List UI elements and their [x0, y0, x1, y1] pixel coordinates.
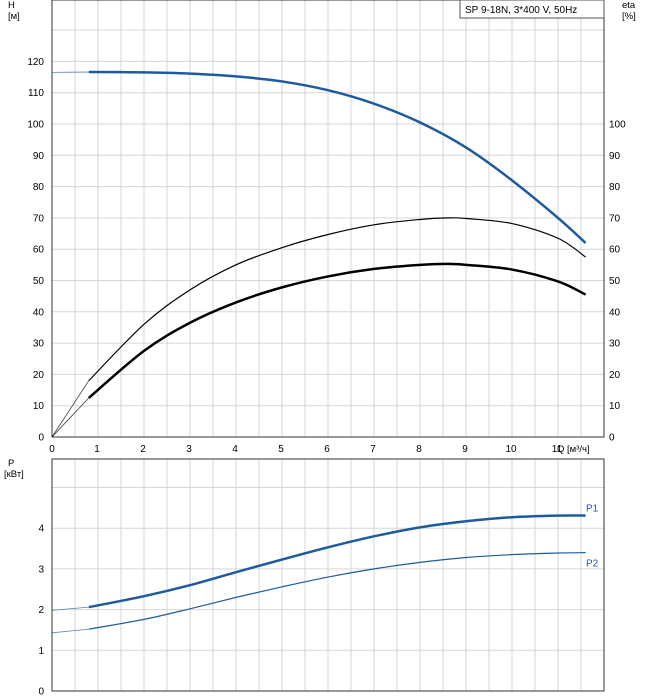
y-tick-label-head: 20: [33, 370, 45, 381]
y-tick-label-eta: 40: [609, 307, 621, 318]
y-tick-label-eta: 10: [609, 401, 621, 412]
y-tick-label-head: 70: [33, 213, 45, 224]
x-tick-label: 10: [505, 444, 517, 455]
y-axis-label-eta: eta: [622, 0, 636, 11]
power-grid: [52, 459, 604, 691]
series-label-p1: P1: [586, 504, 599, 515]
head-curve: [88, 70, 587, 244]
y-axis-unit-power: [кВт]: [4, 469, 24, 480]
y-tick-label-head: 100: [27, 120, 44, 131]
y-tick-label-power: 4: [38, 524, 44, 535]
x-tick-label: 2: [140, 444, 146, 455]
x-axis-label: Q [м³/ч]: [557, 444, 590, 455]
y-tick-label-head: 120: [27, 57, 44, 68]
power-curve-p2-extension: [51, 628, 89, 634]
axis-labels: 0102030405060708090100110120010203040506…: [4, 0, 636, 698]
y-tick-label-head: 50: [33, 276, 45, 287]
y-tick-label-head: 30: [33, 339, 45, 350]
efficiency-curve-total: [87, 262, 587, 399]
head-efficiency-grid: [52, 0, 604, 437]
chart-title-box: [459, 0, 605, 19]
y-tick-label-power: 2: [38, 605, 44, 616]
efficiency-curve-pump-extension: [51, 380, 90, 438]
y-tick-label-eta: 100: [609, 120, 626, 131]
x-tick-label: 0: [49, 444, 55, 455]
y-axis-label-power: P: [8, 458, 14, 469]
power-curves: [51, 514, 586, 634]
y-tick-label-eta: 30: [609, 339, 621, 350]
y-tick-label-power: 1: [38, 646, 44, 657]
power-plot-frame: [51, 458, 605, 692]
x-tick-label: 4: [232, 444, 238, 455]
x-tick-label: 8: [416, 444, 422, 455]
x-tick-label: 11: [552, 444, 563, 455]
y-tick-label-eta: 90: [609, 151, 621, 162]
y-tick-label-power: 0: [38, 687, 44, 698]
power-curve-p1-extension: [51, 606, 89, 611]
y-tick-label-head: 110: [28, 88, 44, 99]
y-tick-label-eta: 70: [609, 213, 621, 224]
series-label-p2: P2: [586, 559, 599, 570]
y-tick-label-eta: 60: [609, 245, 621, 256]
x-tick-label: 7: [370, 444, 376, 455]
y-axis-unit-head: [м]: [8, 11, 20, 22]
x-tick-label: 6: [324, 444, 330, 455]
efficiency-curve-total-extension: [51, 397, 90, 438]
y-tick-label-head: 0: [38, 433, 44, 444]
head-efficiency-curves: [51, 70, 587, 438]
y-axis-unit-eta: [%]: [622, 11, 636, 22]
y-tick-label-head: 80: [33, 182, 45, 193]
y-tick-label-eta: 0: [609, 433, 615, 444]
y-tick-label-head: 90: [33, 151, 45, 162]
y-tick-label-eta: 80: [609, 182, 621, 193]
y-axis-label-head: H: [8, 0, 15, 11]
y-tick-label-head: 10: [33, 401, 45, 412]
head-efficiency-plot-frame: [51, 0, 605, 438]
x-tick-label: 9: [462, 444, 468, 455]
y-tick-label-eta: 20: [609, 370, 621, 381]
x-tick-label: 5: [278, 444, 284, 455]
efficiency-curve-pump: [88, 217, 586, 382]
chart-title: SP 9-18N, 3*400 V, 50Hz: [465, 5, 577, 16]
power-curve-p1: [88, 514, 586, 609]
y-tick-label-head: 60: [33, 245, 45, 256]
y-tick-label-head: 40: [33, 307, 45, 318]
x-tick-label: 3: [186, 444, 192, 455]
y-tick-label-power: 3: [38, 564, 44, 575]
power-curve-p2: [88, 552, 586, 630]
x-tick-label: 1: [94, 444, 100, 455]
y-tick-label-eta: 50: [609, 276, 621, 287]
